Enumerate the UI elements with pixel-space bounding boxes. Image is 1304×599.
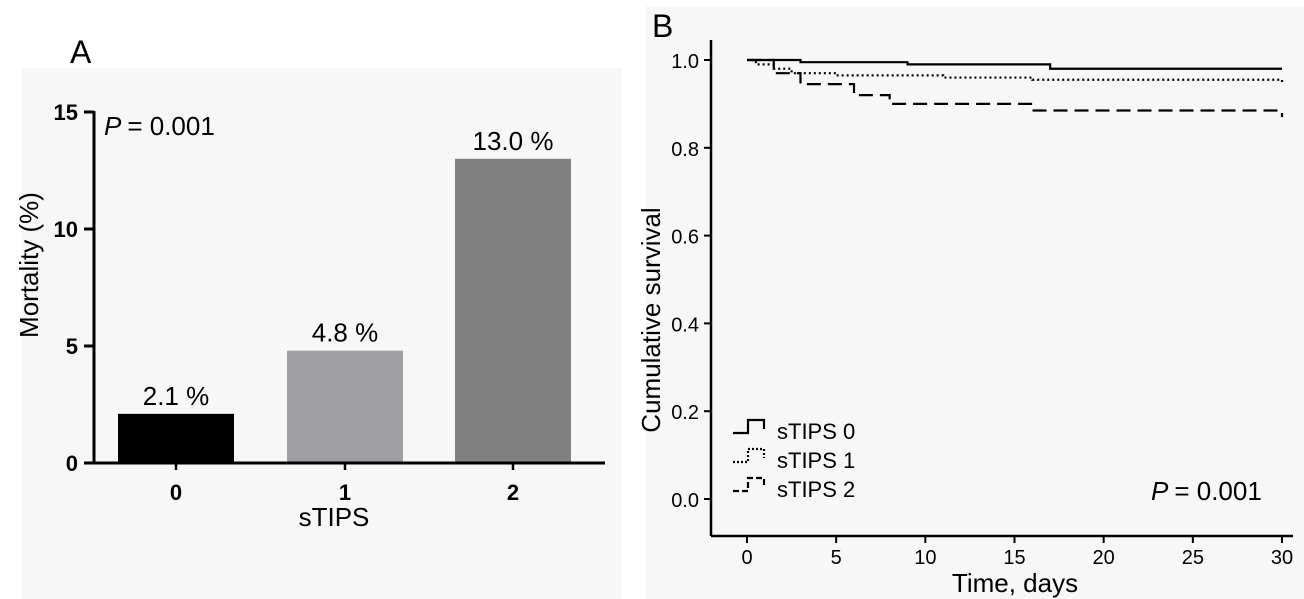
y-axis-label: Mortality (%) [14,192,44,338]
x-axis-label: sTIPS [299,502,370,532]
x-tick-label: 0 [741,547,752,569]
panel-b-background [646,6,1304,599]
axes: 0.0 0.2 0.4 0.6 0.8 1.0 0 5 10 15 20 25 30 [671,40,1293,569]
panel-a-label: A [70,34,92,70]
p-value: = 0.001 [127,111,214,141]
panel-b-label: B [652,8,673,44]
bar [118,413,234,463]
bar [287,350,403,463]
legend-symbol [733,476,766,493]
series-lines [747,58,1284,118]
x-tick-label: 5 [831,547,842,569]
survival-chart-panel: B 0.0 0.2 0.4 0.6 0.8 1.0 0 5 10 15 20 25 30 sTIPS 0… [636,8,1293,598]
bar [455,158,571,464]
legend: sTIPS 0 sTIPS 1 sTIPS 2 [733,418,855,502]
y-tick-label: 0.4 [671,314,699,336]
legend-symbol [733,418,766,435]
x-tick-label: 30 [1271,547,1293,569]
legend-label: sTIPS 2 [777,477,855,502]
x-tick-label: 0 [170,480,182,505]
bar-group: 2.1 % 4.8 % 13.0 % [118,126,571,464]
y-tick-label: 0.6 [671,227,699,249]
x-tick-label: 20 [1093,547,1115,569]
legend-label: sTIPS 1 [777,448,855,473]
x-tick-label: 1 [339,480,351,505]
x-tick-label: 10 [914,547,936,569]
x-tick-label: 15 [1003,547,1025,569]
x-tick-label: 2 [507,480,519,505]
bar-value-label: 2.1 % [143,381,210,411]
bar-value-label: 4.8 % [312,318,379,348]
p-value-annotation: P = 0.001 [104,111,215,141]
p-value-annotation: P = 0.001 [1151,476,1262,506]
axes: 0 1 2 0 5 10 15 [54,100,605,505]
y-tick-label: 15 [54,100,78,125]
y-tick-label: 0.0 [671,490,699,512]
p-symbol: P [1151,476,1169,506]
x-tick-label: 25 [1182,547,1204,569]
y-tick-label: 0 [66,451,78,476]
y-tick-label: 0.2 [671,402,699,424]
y-axis-label: Cumulative survival [636,207,666,432]
y-tick-label: 1.0 [671,51,699,73]
legend-symbol [733,447,766,464]
bar-chart-panel: A 2.1 % 4.8 % 13.0 % 0 1 2 0 5 10 15 P = 0.001 sT… [14,34,605,532]
y-tick-label: 5 [66,334,78,359]
bar-value-label: 13.0 % [473,126,554,156]
y-tick-label: 0.8 [671,139,699,161]
p-symbol: P [104,111,122,141]
legend-label: sTIPS 0 [777,419,855,444]
p-value: = 0.001 [1174,476,1261,506]
y-tick-label: 10 [54,217,78,242]
x-axis-label: Time, days [952,568,1078,598]
survival-line-stips-0 [747,58,1282,70]
